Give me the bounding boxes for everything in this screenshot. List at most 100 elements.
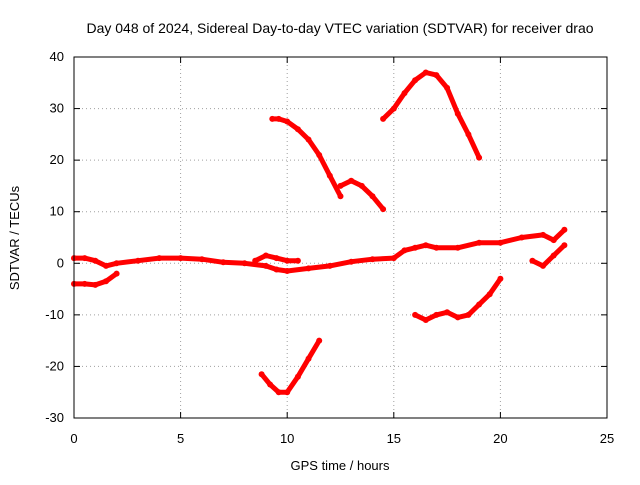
data-point [305, 265, 312, 272]
data-point [422, 69, 429, 76]
data-point [550, 252, 557, 259]
data-point [262, 262, 269, 269]
data-point [486, 291, 493, 298]
data-point [518, 234, 525, 241]
data-point [465, 311, 472, 318]
x-axis-label: GPS time / hours [291, 458, 390, 473]
data-point [177, 255, 184, 262]
series-line [269, 116, 343, 199]
series-track-3 [252, 252, 301, 264]
data-point [294, 257, 301, 264]
series-track-7 [258, 337, 323, 396]
ticks: 0 5 10 15 20 25 -30 -20 -10 0 10 20 30 40 [45, 49, 614, 446]
x-tick-label: 15 [387, 431, 401, 446]
data-point [337, 193, 344, 200]
data-point [380, 115, 387, 122]
data-point [390, 255, 397, 262]
data-point [305, 355, 312, 362]
data-point [497, 239, 504, 246]
x-tick-label: 10 [280, 431, 294, 446]
data-series [71, 69, 568, 396]
data-point [401, 247, 408, 254]
data-point [273, 255, 280, 262]
data-point [454, 110, 461, 117]
data-point [358, 182, 365, 189]
data-point [433, 72, 440, 79]
series-track-9 [529, 242, 568, 269]
data-point [220, 259, 227, 266]
data-point [433, 244, 440, 251]
y-tick-label: -30 [45, 410, 64, 425]
data-point [412, 311, 419, 318]
data-point [156, 255, 163, 262]
data-point [454, 244, 461, 251]
data-point [412, 77, 419, 84]
data-point [103, 262, 109, 269]
data-point [326, 172, 333, 179]
x-tick-label: 25 [600, 431, 614, 446]
y-tick-label: -20 [45, 358, 64, 373]
series-track-2 [71, 270, 120, 288]
data-point [284, 257, 291, 264]
data-point [465, 131, 472, 138]
data-point [433, 311, 440, 318]
data-point [561, 226, 568, 233]
data-point [284, 268, 291, 274]
data-point [444, 309, 451, 316]
data-point [348, 258, 355, 265]
series-track-6 [380, 69, 483, 161]
data-point [326, 262, 333, 269]
data-point [444, 84, 451, 91]
data-point [269, 115, 276, 122]
series-line [412, 276, 503, 323]
chart-title: Day 048 of 2024, Sidereal Day-to-day VTE… [86, 20, 593, 36]
series-track-5 [337, 177, 387, 213]
plot-frame [73, 56, 608, 419]
data-point [252, 257, 259, 264]
data-point [337, 182, 344, 189]
data-point [267, 381, 274, 388]
y-tick-label: 0 [57, 255, 64, 270]
data-point [476, 154, 483, 161]
series-line [529, 242, 567, 269]
data-point [316, 152, 323, 158]
data-point [561, 242, 568, 249]
data-point [275, 115, 282, 122]
series-line [380, 70, 482, 161]
data-point [369, 256, 376, 263]
data-point [529, 257, 536, 264]
data-point [294, 126, 301, 133]
data-point [380, 206, 387, 213]
data-point [540, 231, 546, 238]
data-point [422, 242, 429, 249]
x-tick-label: 0 [70, 431, 77, 446]
data-point [316, 337, 323, 344]
data-point [476, 301, 483, 308]
data-point [241, 260, 248, 267]
data-point [348, 177, 355, 184]
data-point [454, 314, 461, 321]
series-track-1 [71, 226, 568, 274]
series-track-8 [412, 275, 504, 323]
x-tick-label: 20 [493, 431, 507, 446]
x-tick-label: 5 [177, 431, 184, 446]
y-tick-label: -10 [45, 307, 64, 322]
data-point [390, 105, 397, 112]
y-tick-label: 40 [50, 49, 64, 64]
y-axis-label: SDTVAR / TECUs [7, 185, 22, 290]
data-point [422, 317, 429, 323]
y-tick-label: 20 [50, 152, 64, 167]
y-tick-label: 10 [50, 204, 64, 219]
data-point [92, 281, 99, 288]
data-point [275, 389, 282, 396]
data-point [273, 266, 280, 273]
series-track-4 [269, 115, 344, 200]
data-point [540, 262, 546, 269]
data-point [81, 255, 88, 262]
grid [74, 57, 607, 418]
data-point [497, 275, 504, 282]
data-point [369, 193, 376, 200]
data-point [284, 389, 291, 396]
